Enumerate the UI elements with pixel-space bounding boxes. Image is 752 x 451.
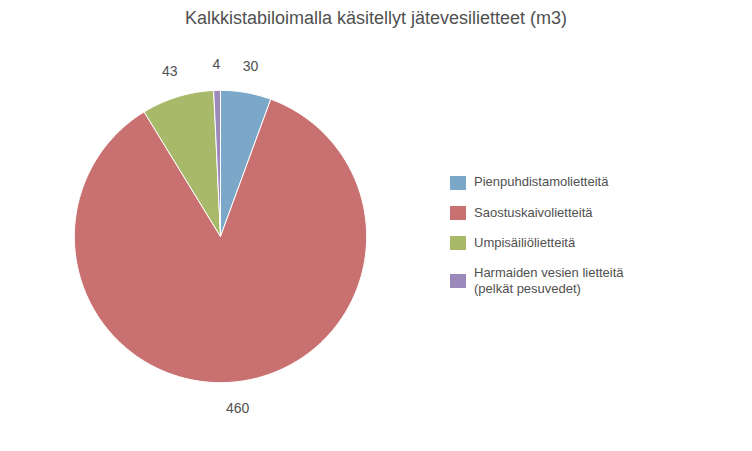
html-text:Pienpuhdistamolietteitä: Pienpuhdistamolietteitä xyxy=(474,174,609,190)
svg-text:4: 4 xyxy=(213,56,221,72)
html-text:Harmaiden vesien lietteitä (pe: Harmaiden vesien lietteitä (pelkät pesuv… xyxy=(474,265,624,297)
svg-text:43: 43 xyxy=(162,63,178,79)
html-text:Saostuskaivolietteitä: Saostuskaivolietteitä xyxy=(474,204,593,220)
svg-text:460: 460 xyxy=(226,400,250,416)
html-text:Umpisäiliölietteitä: Umpisäiliölietteitä xyxy=(474,234,576,250)
html-text:Kalkkistabiloimalla käsitellyt: Kalkkistabiloimalla käsitellyt jätevesil… xyxy=(184,8,568,28)
svg-text:30: 30 xyxy=(243,58,259,74)
